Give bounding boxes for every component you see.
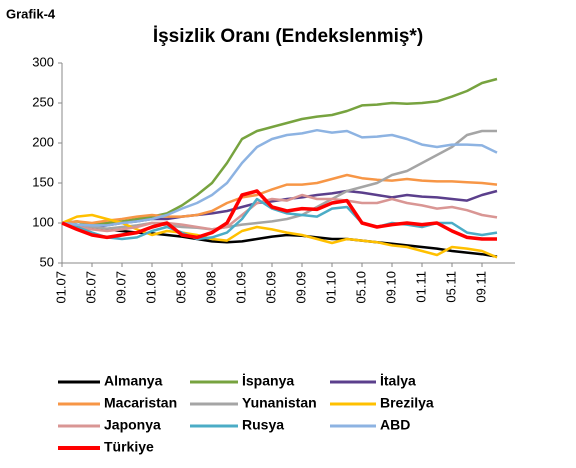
legend-label: İspanya [242, 373, 294, 389]
chart-label: Grafik-4 [6, 6, 56, 21]
legend-label: Rusya [242, 417, 284, 433]
y-tick-label: 200 [32, 134, 54, 149]
legend-label: Türkiye [104, 439, 154, 455]
x-tick-label: 01.07 [53, 271, 68, 304]
x-tick-label: 05.08 [173, 271, 188, 304]
x-tick-label: 09.11 [473, 271, 488, 303]
x-tick-label: 09.07 [113, 271, 128, 304]
y-tick-label: 50 [40, 254, 54, 269]
legend-label: Yunanistan [242, 395, 317, 411]
y-tick-label: 150 [32, 174, 54, 189]
x-tick-label: 09.08 [203, 271, 218, 304]
x-tick-label: 01.10 [323, 271, 338, 304]
x-tick-label: 05.10 [353, 271, 368, 304]
legend-label: Macaristan [104, 395, 177, 411]
series-line [61, 128, 498, 227]
x-tick-label: 09.09 [293, 271, 308, 304]
chart-title: İşsizlik Oranı (Endekslenmiş*) [153, 26, 423, 47]
x-tick-label: 01.09 [233, 271, 248, 304]
y-tick-label: 100 [32, 214, 54, 229]
series-line [61, 189, 497, 241]
x-tick-label: 09.10 [383, 271, 398, 304]
series-line [61, 193, 498, 233]
legend-label: Japonya [104, 417, 161, 433]
y-tick-label: 300 [32, 54, 54, 69]
series-line [61, 77, 498, 226]
series-line [61, 129, 497, 231]
y-tick-label: 250 [32, 94, 54, 109]
x-tick-label: 05.11 [443, 271, 458, 303]
series-line [61, 173, 498, 225]
x-tick-label: 01.11 [413, 271, 428, 303]
x-tick-label: 05.09 [263, 271, 278, 304]
x-tick-label: 01.08 [143, 271, 158, 304]
legend-label: Brezilya [380, 395, 434, 411]
legend-label: Almanya [104, 373, 163, 389]
legend-label: ABD [380, 417, 410, 433]
series-line [61, 197, 498, 241]
x-tick-label: 05.07 [83, 271, 98, 304]
legend-label: İtalya [380, 373, 416, 389]
